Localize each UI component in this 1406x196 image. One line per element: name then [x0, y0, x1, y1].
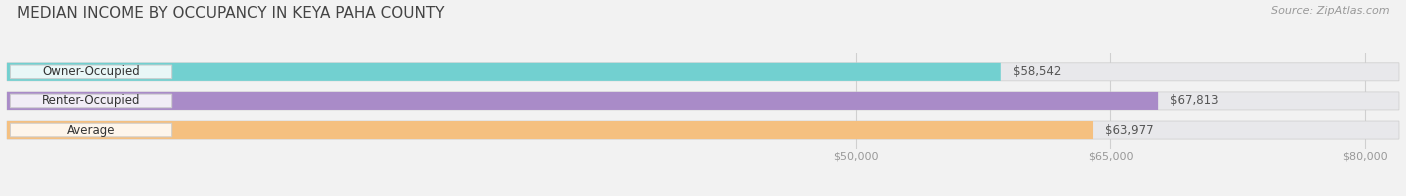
FancyBboxPatch shape — [7, 92, 1399, 110]
FancyBboxPatch shape — [7, 63, 1399, 81]
FancyBboxPatch shape — [10, 123, 172, 137]
FancyBboxPatch shape — [7, 63, 1001, 81]
FancyBboxPatch shape — [7, 121, 1399, 139]
Text: $58,542: $58,542 — [1012, 65, 1062, 78]
Text: Owner-Occupied: Owner-Occupied — [42, 65, 141, 78]
Text: $67,813: $67,813 — [1170, 94, 1219, 107]
FancyBboxPatch shape — [10, 94, 172, 108]
Text: Renter-Occupied: Renter-Occupied — [42, 94, 141, 107]
FancyBboxPatch shape — [10, 65, 172, 79]
Text: MEDIAN INCOME BY OCCUPANCY IN KEYA PAHA COUNTY: MEDIAN INCOME BY OCCUPANCY IN KEYA PAHA … — [17, 6, 444, 21]
Text: Source: ZipAtlas.com: Source: ZipAtlas.com — [1271, 6, 1389, 16]
Text: Average: Average — [67, 123, 115, 137]
FancyBboxPatch shape — [7, 121, 1092, 139]
Text: $63,977: $63,977 — [1105, 123, 1153, 137]
FancyBboxPatch shape — [7, 92, 1159, 110]
